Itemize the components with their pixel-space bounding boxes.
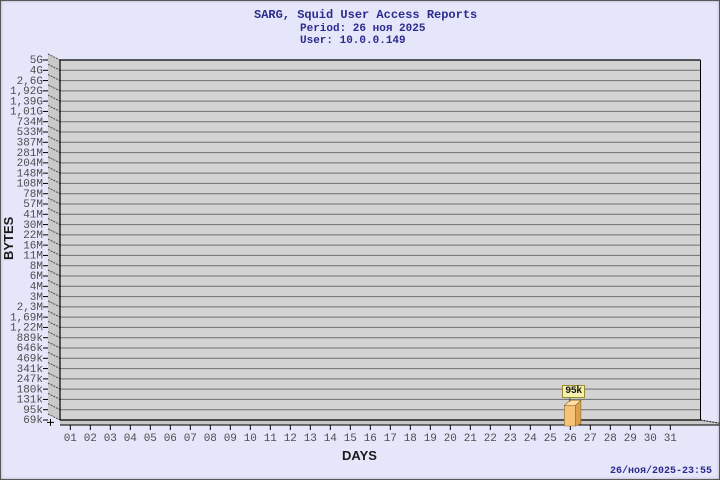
svg-text:30: 30 <box>644 433 657 445</box>
svg-text:20: 20 <box>444 433 457 445</box>
svg-text:26: 26 <box>564 433 577 445</box>
svg-text:02: 02 <box>84 433 97 445</box>
svg-text:10: 10 <box>244 433 257 445</box>
svg-text:25: 25 <box>544 433 557 445</box>
svg-text:29: 29 <box>624 433 637 445</box>
svg-text:04: 04 <box>124 433 138 445</box>
svg-text:15: 15 <box>344 433 357 445</box>
svg-text:69k: 69k <box>23 415 43 427</box>
svg-text:03: 03 <box>104 433 117 445</box>
svg-text:14: 14 <box>324 433 338 445</box>
svg-text:17: 17 <box>384 433 397 445</box>
svg-text:27: 27 <box>584 433 597 445</box>
svg-text:08: 08 <box>204 433 217 445</box>
svg-text:23: 23 <box>504 433 517 445</box>
svg-text:31: 31 <box>664 433 678 445</box>
svg-text:12: 12 <box>284 433 297 445</box>
svg-text:22: 22 <box>484 433 497 445</box>
svg-text:05: 05 <box>144 433 157 445</box>
svg-text:21: 21 <box>464 433 478 445</box>
svg-text:11: 11 <box>264 433 278 445</box>
svg-text:16: 16 <box>364 433 377 445</box>
svg-text:18: 18 <box>404 433 417 445</box>
svg-text:28: 28 <box>604 433 617 445</box>
svg-text:07: 07 <box>184 433 197 445</box>
svg-text:06: 06 <box>164 433 177 445</box>
svg-text:19: 19 <box>424 433 437 445</box>
svg-text:24: 24 <box>524 433 538 445</box>
svg-text:01: 01 <box>64 433 78 445</box>
svg-text:13: 13 <box>304 433 317 445</box>
svg-text:09: 09 <box>224 433 237 445</box>
